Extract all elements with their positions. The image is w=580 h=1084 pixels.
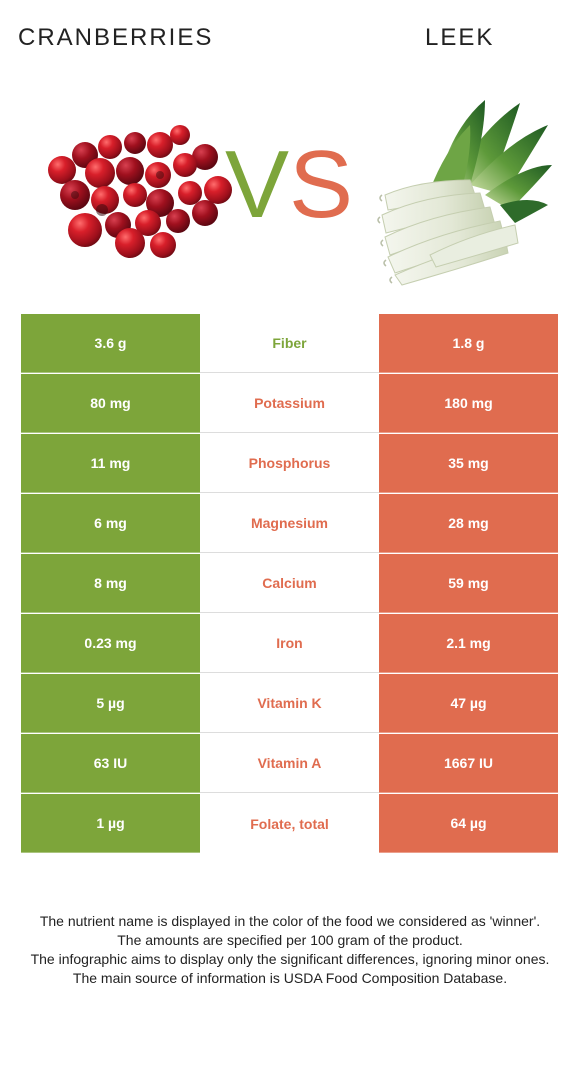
cranberry-cluster: [48, 125, 232, 258]
nutrient-name: Vitamin K: [200, 674, 379, 733]
table-row: 0.23 mg Iron 2.1 mg: [21, 614, 558, 674]
footnotes: The nutrient name is displayed in the co…: [14, 912, 566, 988]
footnote-line: The amounts are specified per 100 gram o…: [117, 932, 463, 948]
leek-illustration: [377, 100, 552, 286]
table-row: 1 µg Folate, total 64 µg: [21, 794, 558, 854]
table-row: 63 IU Vitamin A 1667 IU: [21, 734, 558, 794]
vs-letter-v: V: [225, 131, 290, 238]
nutrient-name: Iron: [200, 614, 379, 673]
nutrient-name: Fiber: [200, 314, 379, 373]
left-value: 63 IU: [21, 734, 200, 793]
table-row: 80 mg Potassium 180 mg: [21, 374, 558, 434]
cranberries-illustration: [48, 100, 552, 286]
footnote-line: The main source of information is USDA F…: [72, 970, 508, 986]
left-value: 0.23 mg: [21, 614, 200, 673]
table-row: 3.6 g Fiber 1.8 g: [21, 314, 558, 374]
left-value: 6 mg: [21, 494, 200, 553]
left-value: 1 µg: [21, 794, 200, 853]
nutrient-name: Magnesium: [200, 494, 379, 553]
right-value: 47 µg: [379, 674, 558, 733]
right-value: 1667 IU: [379, 734, 558, 793]
right-value: 28 mg: [379, 494, 558, 553]
right-value: 180 mg: [379, 374, 558, 433]
table-row: 11 mg Phosphorus 35 mg: [21, 434, 558, 494]
table-row: 6 mg Magnesium 28 mg: [21, 494, 558, 554]
left-food-title: CRANBERRIES: [18, 24, 214, 51]
nutrient-name: Potassium: [200, 374, 379, 433]
right-value: 64 µg: [379, 794, 558, 853]
nutrient-name: Phosphorus: [200, 434, 379, 493]
right-value: 2.1 mg: [379, 614, 558, 673]
right-value: 1.8 g: [379, 314, 558, 373]
table-row: 8 mg Calcium 59 mg: [21, 554, 558, 614]
nutrient-name: Vitamin A: [200, 734, 379, 793]
table-row: 5 µg Vitamin K 47 µg: [21, 674, 558, 734]
left-value: 5 µg: [21, 674, 200, 733]
footnote-line: The infographic aims to display only the…: [30, 951, 550, 967]
nutrient-comparison-table: 3.6 g Fiber 1.8 g 80 mg Potassium 180 mg 11 mg…: [21, 314, 558, 854]
vs-letter-s: S: [289, 131, 354, 238]
left-value: 80 mg: [21, 374, 200, 433]
right-value: 59 mg: [379, 554, 558, 613]
nutrient-name: Folate, total: [200, 794, 379, 853]
left-value: 11 mg: [21, 434, 200, 493]
vs-label: VS: [225, 135, 355, 235]
left-value: 8 mg: [21, 554, 200, 613]
right-value: 35 mg: [379, 434, 558, 493]
right-food-title: LEEK: [425, 24, 495, 51]
nutrient-name: Calcium: [200, 554, 379, 613]
footnote-line: The nutrient name is displayed in the co…: [39, 913, 541, 929]
left-value: 3.6 g: [21, 314, 200, 373]
